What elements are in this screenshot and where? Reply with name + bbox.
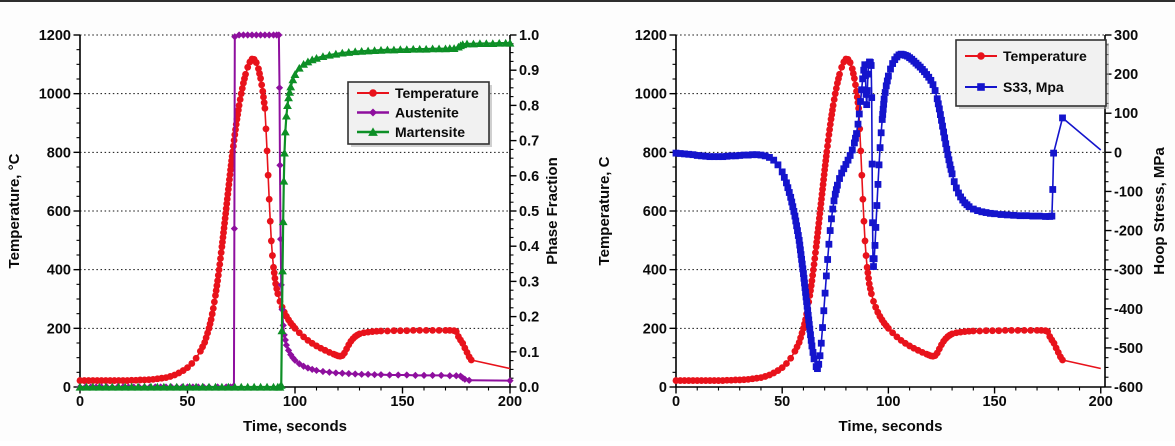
right-tick-label: -100	[1114, 184, 1143, 200]
right-tick-label: 0.0	[519, 380, 539, 396]
left-chart-canvas: 0200400600800100012000.00.10.20.30.40.50…	[6, 28, 561, 435]
x-tick-label: 50	[774, 394, 790, 410]
left-axis-title: Temperature, C	[596, 156, 613, 265]
left-tick-label: 1000	[39, 87, 71, 103]
right-tick-label: 0.1	[519, 345, 539, 361]
left-tick-label: 1200	[39, 28, 71, 44]
right-tick-label: -500	[1114, 341, 1143, 357]
x-axis-title: Time, seconds	[839, 418, 943, 435]
right-tick-label: -600	[1114, 380, 1143, 396]
legend-label: Temperature	[395, 85, 479, 101]
right-tick-label: 0.8	[519, 98, 539, 114]
left-tick-label: 200	[643, 321, 667, 337]
right-tick-label: -200	[1114, 224, 1143, 240]
x-tick-label: 150	[390, 394, 414, 410]
x-tick-label: 50	[179, 394, 195, 410]
right-tick-label: 1.0	[519, 28, 539, 44]
x-tick-label: 100	[283, 394, 307, 410]
left-axis-title: Temperature, °C	[6, 153, 23, 268]
left-tick-label: 0	[63, 380, 71, 396]
right-tick-label: -400	[1114, 302, 1143, 318]
right-tick-label: 0.9	[519, 63, 539, 79]
series-martensite	[75, 38, 515, 391]
legend-label: Temperature	[1003, 48, 1087, 64]
right-chart: 0 200 400 600 800 1000 1200 -600 -500 -400 -300 -20…	[587, 2, 1174, 441]
left-tick-label: 200	[47, 321, 71, 337]
right-axis-title: Phase Fraction	[544, 157, 561, 265]
legend: Temperature S33, Mpa	[955, 39, 1109, 109]
left-tick-label: 600	[47, 204, 71, 220]
x-tick-label: 0	[672, 394, 680, 410]
left-tick-label: 800	[643, 145, 667, 161]
left-tick-label: 1200	[635, 28, 667, 44]
right-tick-label: 200	[1114, 67, 1138, 83]
left-tick-label: 400	[47, 263, 71, 279]
right-tick-label: 0.4	[519, 239, 539, 255]
left-tick-label: 800	[47, 145, 71, 161]
right-axis-title: Hoop Stress, MPa	[1151, 147, 1168, 275]
left-tick-label: 1000	[635, 87, 667, 103]
right-tick-label: 0.2	[519, 310, 539, 326]
right-tick-label: 100	[1114, 106, 1138, 122]
series-temperature	[76, 55, 511, 384]
left-chart: 0 200 400 600 800 1000 1200 0.0 0.1 0.2 0.3 0.4 0.5 0…	[0, 2, 587, 441]
series-temperature	[672, 55, 1101, 384]
x-tick-label: 150	[982, 394, 1006, 410]
right-tick-label: 0.3	[519, 274, 539, 290]
legend-label: Austenite	[395, 105, 459, 121]
right-tick-label: 300	[1114, 28, 1138, 44]
x-tick-label: 100	[876, 394, 900, 410]
right-tick-label: 0.7	[519, 134, 539, 150]
tick-labels: 020040060080010001200-600-500-400-300-20…	[635, 28, 1143, 410]
legend: Temperature Austenite Martensite	[347, 81, 492, 147]
x-tick-label: 0	[76, 394, 84, 410]
right-tick-label: 0.5	[519, 204, 539, 220]
legend-label: Martensite	[395, 124, 465, 140]
right-tick-label: 0.6	[519, 169, 539, 185]
right-chart-canvas: 020040060080010001200-600-500-400-300-20…	[596, 28, 1168, 435]
x-axis-title: Time, seconds	[243, 418, 347, 435]
tick-labels: 0200400600800100012000.00.10.20.30.40.50…	[39, 28, 539, 410]
left-tick-label: 400	[643, 263, 667, 279]
series-s33-mpa	[672, 50, 1102, 373]
x-tick-label: 200	[1089, 394, 1113, 410]
left-tick-label: 600	[643, 204, 667, 220]
right-tick-label: -300	[1114, 263, 1143, 279]
legend-label: S33, Mpa	[1003, 79, 1064, 95]
right-tick-label: 0	[1114, 145, 1122, 161]
left-tick-label: 0	[659, 380, 667, 396]
x-tick-label: 200	[498, 394, 522, 410]
